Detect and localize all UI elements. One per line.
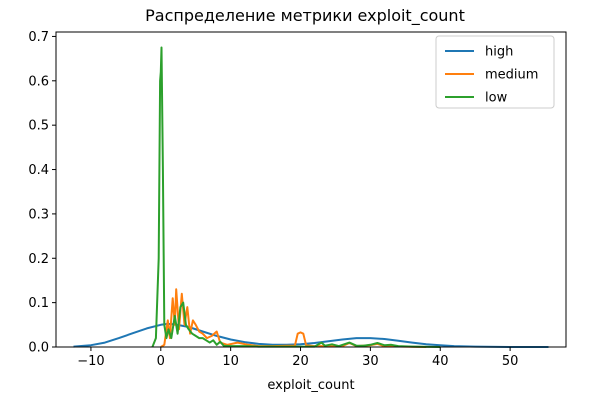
x-tick-label: 30 bbox=[362, 354, 379, 369]
y-tick-label: 0.3 bbox=[28, 207, 49, 222]
legend-label-medium: medium bbox=[485, 68, 538, 83]
legend: high medium low bbox=[435, 35, 555, 109]
x-tick-label: 40 bbox=[432, 354, 449, 369]
x-axis-label: exploit_count bbox=[267, 378, 354, 393]
series-line-low bbox=[151, 46, 441, 348]
y-tick-label: 0.7 bbox=[28, 30, 49, 45]
legend-box bbox=[435, 35, 555, 109]
y-tick-label: 0.1 bbox=[28, 296, 49, 311]
legend-label-high: high bbox=[485, 45, 513, 60]
x-tick-label: 50 bbox=[502, 354, 519, 369]
x-tick-label: −10 bbox=[77, 354, 104, 369]
x-tick-label: 0 bbox=[157, 354, 165, 369]
series-layer bbox=[73, 46, 549, 348]
x-axis: −10 0 10 20 30 40 50 bbox=[77, 347, 518, 369]
x-tick-label: 10 bbox=[222, 354, 239, 369]
y-tick-label: 0.6 bbox=[28, 74, 49, 89]
legend-label-low: low bbox=[485, 91, 508, 106]
y-tick-label: 0.4 bbox=[28, 163, 49, 178]
series-line-high bbox=[73, 322, 549, 348]
plot-area-frame bbox=[55, 31, 567, 348]
y-tick-label: 0.2 bbox=[28, 252, 49, 267]
y-tick-label: 0.5 bbox=[28, 119, 49, 134]
y-tick-label: 0.0 bbox=[28, 341, 49, 356]
y-axis: 0.0 0.1 0.2 0.3 0.4 0.5 0.6 0.7 bbox=[28, 30, 56, 356]
chart-title: Распределение метрики exploit_count bbox=[145, 6, 465, 26]
x-tick-label: 20 bbox=[292, 354, 309, 369]
